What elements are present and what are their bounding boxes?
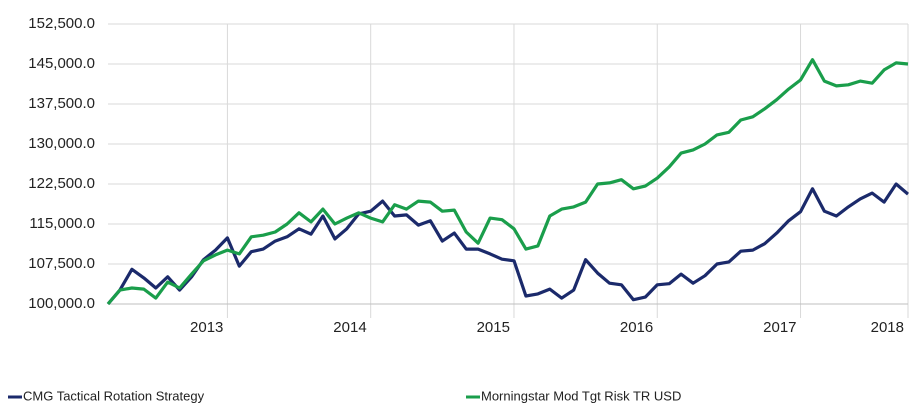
x-tick-label: 2013 (190, 319, 223, 336)
x-tick-label: 2015 (477, 319, 510, 336)
y-tick-label: 137,500.0 (28, 95, 95, 112)
y-tick-label: 115,000.0 (29, 215, 95, 232)
x-tick-label: 2017 (763, 319, 796, 336)
y-tick-label: 145,000.0 (28, 55, 95, 72)
x-tick-label: 2018 (871, 319, 904, 336)
y-tick-label: 100,000.0 (28, 295, 95, 312)
legend-label: Morningstar Mod Tgt Risk TR USD (481, 388, 681, 403)
y-tick-label: 130,000.0 (28, 135, 95, 152)
series-line (106, 182, 909, 306)
y-tick-label: 122,500.0 (28, 175, 95, 192)
legend-label: CMG Tactical Rotation Strategy (23, 388, 205, 403)
y-tick-label: 107,500.0 (28, 255, 95, 272)
series-line (106, 58, 909, 306)
x-tick-label: 2016 (620, 319, 653, 336)
y-tick-label: 152,500.0 (28, 15, 95, 32)
x-tick-label: 2014 (333, 319, 366, 336)
